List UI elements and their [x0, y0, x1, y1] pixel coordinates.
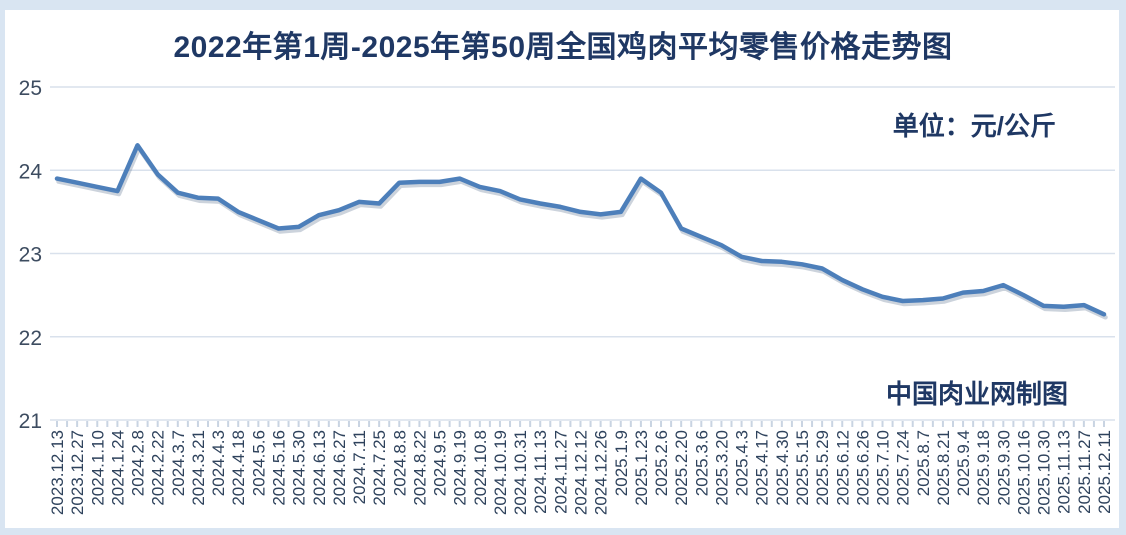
x-axis-label: 2024.9.19: [451, 430, 470, 506]
x-axis-label: 2025.6.12: [833, 430, 852, 506]
x-axis-label: 2025.8.7: [914, 430, 933, 496]
x-axis-label: 2025.2.20: [672, 430, 691, 506]
x-axis-label: 2025.4.17: [753, 430, 772, 506]
x-axis-label: 2025.9.30: [994, 430, 1013, 506]
x-axis-label: 2024.10.8: [471, 430, 490, 506]
x-axis-label: 2025.9.4: [954, 430, 973, 496]
x-axis-label: 2024.3.21: [189, 430, 208, 506]
x-axis-label: 2024.12.26: [592, 430, 611, 515]
price-line: [54, 143, 1107, 317]
x-axis-label: 2024.3.7: [169, 430, 188, 496]
x-axis-label: 2024.9.5: [431, 430, 450, 496]
x-axis-label: 2025.11.13: [1055, 430, 1074, 514]
x-axis-label: 2024.5.6: [249, 430, 268, 496]
x-axis-label: 2025.8.21: [934, 430, 953, 506]
x-axis-label: 2024.6.27: [330, 430, 349, 506]
x-axis-label: 2025.11.27: [1075, 430, 1094, 514]
x-axis-label: 2024.4.3: [209, 430, 228, 496]
x-axis-label: 2025.10.16: [1014, 430, 1033, 515]
x-axis-label: 2025.7.10: [874, 430, 893, 506]
x-axis-label: 2025.9.18: [974, 430, 993, 506]
x-axis-label: 2025.1.23: [632, 430, 651, 506]
x-axis-label: 2025.3.6: [692, 430, 711, 496]
x-axis-label: 2024.2.8: [129, 430, 148, 496]
chart-title: 2022年第1周-2025年第50周全国鸡肉平均零售价格走势图: [173, 31, 953, 64]
x-axis-label: 2024.6.13: [310, 430, 329, 506]
x-axis-label: 2024.12.12: [572, 430, 591, 515]
x-axis-label: 2023.12.13: [48, 430, 67, 515]
x-axis-label: 2024.8.8: [390, 430, 409, 496]
y-axis-label-22: 22: [19, 327, 42, 350]
x-axis-label: 2025.7.24: [894, 430, 913, 506]
chart-background: [5, 10, 1119, 528]
x-axis-label: 2024.2.22: [149, 430, 168, 506]
y-axis-label-24: 24: [19, 160, 43, 183]
x-axis-label: 2025.2.6: [652, 430, 671, 496]
x-axis-label: 2025.1.9: [612, 430, 631, 496]
x-axis-label: 2024.1.24: [108, 430, 127, 506]
x-axis-label: 2025.12.11: [1095, 430, 1114, 514]
price-line-shadow: [56, 146, 1108, 320]
x-axis-label: 2024.5.30: [290, 430, 309, 506]
x-axis-label: 2024.8.22: [410, 430, 429, 506]
unit-label: 单位：元/公斤: [892, 111, 1056, 141]
x-axis-label: 2024.7.11: [350, 430, 369, 504]
x-axis-label: 2025.3.20: [712, 430, 731, 506]
x-axis-label: 2024.7.25: [370, 430, 389, 506]
y-axis-label-21: 21: [19, 410, 42, 433]
x-axis-label: 2025.5.15: [793, 430, 812, 506]
x-axis-label: 2024.10.31: [511, 430, 530, 515]
x-axis-label: 2025.4.3: [733, 430, 752, 496]
x-axis-label: 2025.5.29: [813, 430, 832, 506]
x-axis-label: 2025.4.30: [773, 430, 792, 506]
x-axis-label: 2025.6.26: [853, 430, 872, 506]
x-axis-label: 2025.10.30: [1035, 430, 1054, 515]
x-axis-label: 2024.1.10: [88, 430, 107, 506]
x-axis-label: 2024.11.27: [551, 430, 570, 514]
x-axis-label: 2024.11.13: [531, 430, 550, 514]
x-axis-label: 2024.4.18: [229, 430, 248, 506]
y-axis-label-25: 25: [19, 77, 42, 100]
y-axis-label-23: 23: [19, 244, 42, 267]
x-axis-label: 2024.10.19: [491, 430, 510, 515]
x-axis-label: 2023.12.27: [68, 430, 87, 515]
credit-label: 中国肉业网制图: [885, 379, 1068, 409]
x-axis-label: 2024.5.16: [269, 430, 288, 506]
